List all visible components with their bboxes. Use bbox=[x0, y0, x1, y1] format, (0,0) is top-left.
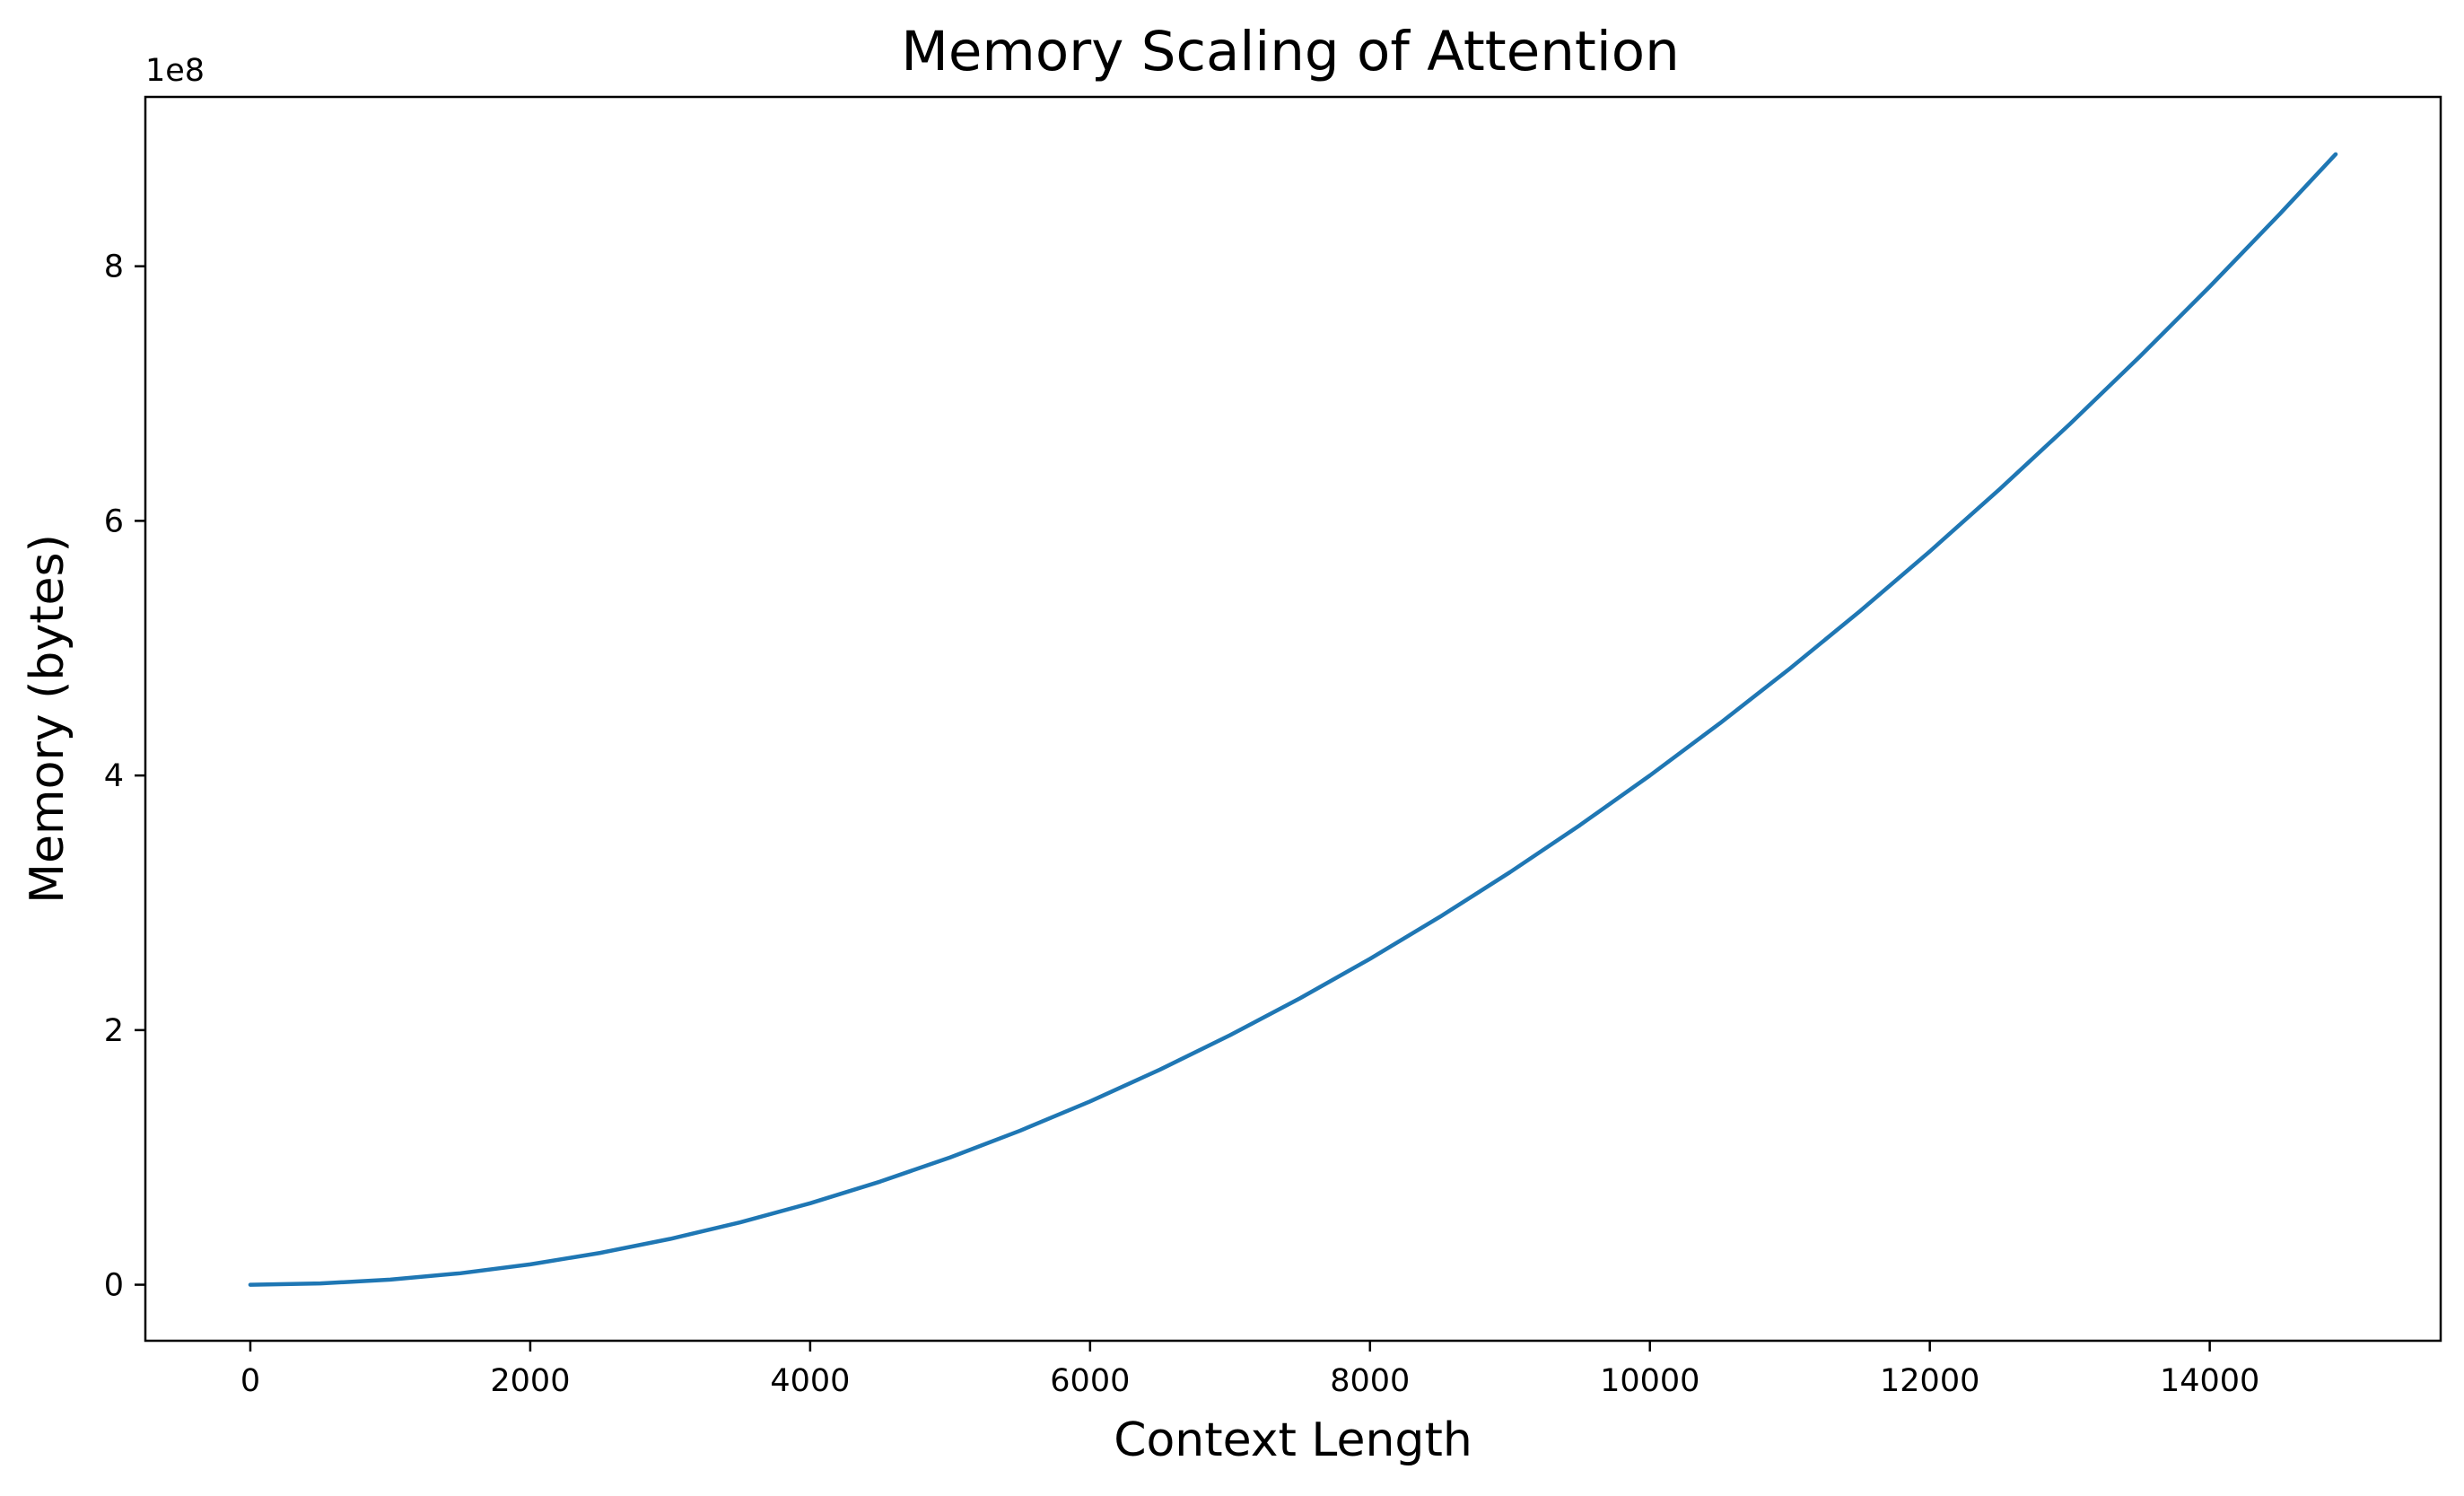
y-tick-label: 8 bbox=[104, 249, 124, 285]
x-tick-label: 0 bbox=[240, 1363, 260, 1399]
y-axis-label: Memory (bytes) bbox=[21, 534, 74, 904]
y-tick-label: 0 bbox=[104, 1268, 124, 1304]
y-tick-label: 6 bbox=[104, 503, 124, 539]
x-axis-label: Context Length bbox=[1114, 1413, 1472, 1467]
chart-title: Memory Scaling of Attention bbox=[901, 20, 1680, 83]
y-tick-label: 2 bbox=[104, 1013, 124, 1049]
x-axis-ticks: 0 2000 4000 6000 8000 10000 12000 14000 bbox=[240, 1341, 2259, 1399]
x-tick-label: 14000 bbox=[2160, 1363, 2259, 1399]
y-tick-label: 4 bbox=[104, 758, 124, 794]
x-tick-label: 6000 bbox=[1050, 1363, 1130, 1399]
x-tick-label: 12000 bbox=[1880, 1363, 1979, 1399]
x-tick-label: 2000 bbox=[490, 1363, 570, 1399]
x-tick-label: 8000 bbox=[1330, 1363, 1410, 1399]
series-line bbox=[248, 152, 2338, 1287]
y-axis-ticks: 0 2 4 6 8 bbox=[104, 249, 145, 1304]
x-tick-label: 4000 bbox=[770, 1363, 850, 1399]
y-axis-offset-label: 1e8 bbox=[145, 53, 205, 89]
x-tick-label: 10000 bbox=[1600, 1363, 1699, 1399]
plot-area bbox=[144, 95, 2442, 1343]
